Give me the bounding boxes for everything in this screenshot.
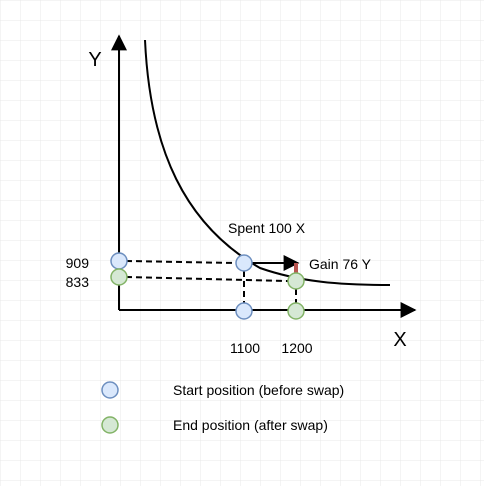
spent-annotation: Spent 100 X	[228, 220, 306, 236]
gain-y-segment	[294, 263, 298, 273]
end-y-value-label: 833	[66, 274, 90, 290]
start-y-value-label: 909	[66, 255, 90, 271]
start-y-guide-line	[125, 260, 237, 264]
legend-start-marker	[101, 381, 119, 399]
end-y-guide-line	[125, 276, 289, 282]
end-point-y-marker	[110, 268, 128, 286]
x-axis-label: X	[393, 329, 406, 351]
legend: Start position (before swap) End positio…	[101, 381, 344, 434]
start-point-y-marker	[110, 252, 128, 270]
end-x-value-label: 1200	[281, 340, 312, 356]
end-point-x-marker	[287, 302, 305, 320]
legend-end-marker	[101, 416, 119, 434]
end-point-marker	[287, 272, 305, 290]
gain-annotation: Gain 76 Y	[309, 256, 372, 272]
start-point-marker	[235, 254, 253, 272]
start-point-x-marker	[235, 302, 253, 320]
start-x-value-label: 1100	[230, 340, 260, 356]
legend-start-label: Start position (before swap)	[173, 382, 344, 398]
legend-end-label: End position (after swap)	[173, 417, 328, 433]
y-axis-label: Y	[88, 49, 101, 71]
